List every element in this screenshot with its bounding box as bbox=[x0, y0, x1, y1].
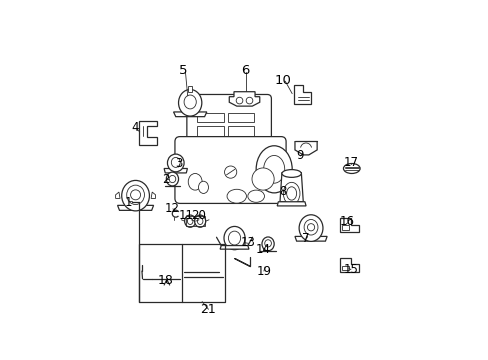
Ellipse shape bbox=[282, 170, 301, 177]
Ellipse shape bbox=[263, 156, 284, 183]
Polygon shape bbox=[229, 92, 259, 106]
FancyBboxPatch shape bbox=[186, 94, 271, 149]
Text: 4: 4 bbox=[131, 121, 138, 134]
Polygon shape bbox=[173, 112, 206, 117]
Ellipse shape bbox=[256, 146, 292, 193]
Ellipse shape bbox=[169, 175, 175, 183]
Ellipse shape bbox=[245, 97, 252, 104]
Polygon shape bbox=[339, 219, 358, 232]
Ellipse shape bbox=[226, 189, 246, 203]
Ellipse shape bbox=[184, 215, 195, 227]
Ellipse shape bbox=[236, 97, 243, 104]
Text: 11: 11 bbox=[179, 208, 193, 221]
Text: 3: 3 bbox=[175, 157, 182, 170]
Ellipse shape bbox=[167, 154, 183, 172]
Polygon shape bbox=[139, 121, 157, 145]
Bar bbox=[227, 126, 254, 136]
Text: 19: 19 bbox=[256, 265, 271, 278]
Bar bbox=[342, 225, 348, 230]
Bar bbox=[227, 113, 254, 122]
Ellipse shape bbox=[198, 181, 208, 193]
Bar bbox=[197, 126, 224, 136]
Ellipse shape bbox=[262, 237, 274, 251]
Ellipse shape bbox=[224, 166, 236, 178]
Ellipse shape bbox=[264, 240, 271, 247]
Polygon shape bbox=[151, 192, 155, 198]
Text: 13: 13 bbox=[240, 236, 255, 249]
Ellipse shape bbox=[187, 218, 193, 225]
Text: 14: 14 bbox=[255, 243, 270, 256]
Text: 1: 1 bbox=[124, 196, 132, 209]
Ellipse shape bbox=[251, 168, 274, 190]
Text: 9: 9 bbox=[296, 149, 303, 162]
Ellipse shape bbox=[166, 172, 178, 186]
Ellipse shape bbox=[171, 157, 180, 167]
Bar bbox=[139, 244, 224, 302]
Ellipse shape bbox=[228, 231, 240, 245]
Text: 5: 5 bbox=[179, 64, 187, 77]
Text: 7: 7 bbox=[302, 232, 309, 245]
Ellipse shape bbox=[307, 224, 314, 231]
Polygon shape bbox=[293, 85, 310, 104]
Polygon shape bbox=[115, 192, 120, 198]
Bar bbox=[187, 86, 192, 92]
Text: 12: 12 bbox=[164, 202, 180, 215]
Ellipse shape bbox=[247, 190, 264, 202]
Text: 20: 20 bbox=[191, 208, 205, 221]
Ellipse shape bbox=[188, 174, 202, 190]
Text: 21: 21 bbox=[200, 303, 216, 316]
Text: 18: 18 bbox=[158, 274, 174, 287]
Polygon shape bbox=[294, 237, 326, 241]
Ellipse shape bbox=[304, 220, 317, 235]
Polygon shape bbox=[117, 205, 153, 210]
Ellipse shape bbox=[194, 215, 205, 227]
Bar bbox=[342, 266, 348, 270]
Text: 10: 10 bbox=[274, 74, 291, 87]
Polygon shape bbox=[339, 258, 358, 272]
Ellipse shape bbox=[224, 226, 244, 250]
Text: 15: 15 bbox=[343, 262, 358, 276]
Polygon shape bbox=[220, 246, 248, 249]
Polygon shape bbox=[294, 141, 317, 155]
Ellipse shape bbox=[286, 187, 296, 200]
Text: 16: 16 bbox=[340, 216, 354, 229]
FancyBboxPatch shape bbox=[175, 136, 285, 203]
Ellipse shape bbox=[299, 215, 322, 242]
Ellipse shape bbox=[343, 163, 359, 174]
Text: 2: 2 bbox=[162, 172, 169, 185]
Ellipse shape bbox=[178, 90, 202, 116]
Polygon shape bbox=[277, 202, 305, 206]
Ellipse shape bbox=[283, 183, 299, 204]
Ellipse shape bbox=[130, 190, 140, 200]
Ellipse shape bbox=[197, 218, 203, 225]
Polygon shape bbox=[164, 168, 187, 173]
Ellipse shape bbox=[183, 95, 196, 109]
Text: 6: 6 bbox=[241, 64, 249, 77]
Polygon shape bbox=[280, 173, 303, 202]
Text: 17: 17 bbox=[343, 156, 358, 169]
Text: 8: 8 bbox=[279, 185, 286, 198]
Ellipse shape bbox=[126, 185, 144, 204]
Ellipse shape bbox=[122, 180, 149, 211]
Bar bbox=[197, 113, 224, 122]
